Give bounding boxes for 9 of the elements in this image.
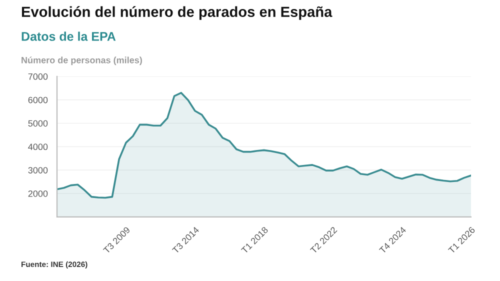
y-tick-label: 5000 (28, 120, 48, 127)
chart-subtitle: Datos de la EPA (22, 32, 116, 41)
y-tick-label: 7000 (28, 73, 48, 80)
y-tick-label: 6000 (28, 96, 48, 104)
y-tick-label: 3000 (28, 167, 48, 174)
y-tick-label: 2000 (28, 190, 48, 197)
chart-title: Evolución del número de parados en España (22, 6, 332, 20)
y-axis-title: Número de personas (miles) (22, 56, 142, 66)
y-tick-label: 4000 (28, 144, 48, 150)
